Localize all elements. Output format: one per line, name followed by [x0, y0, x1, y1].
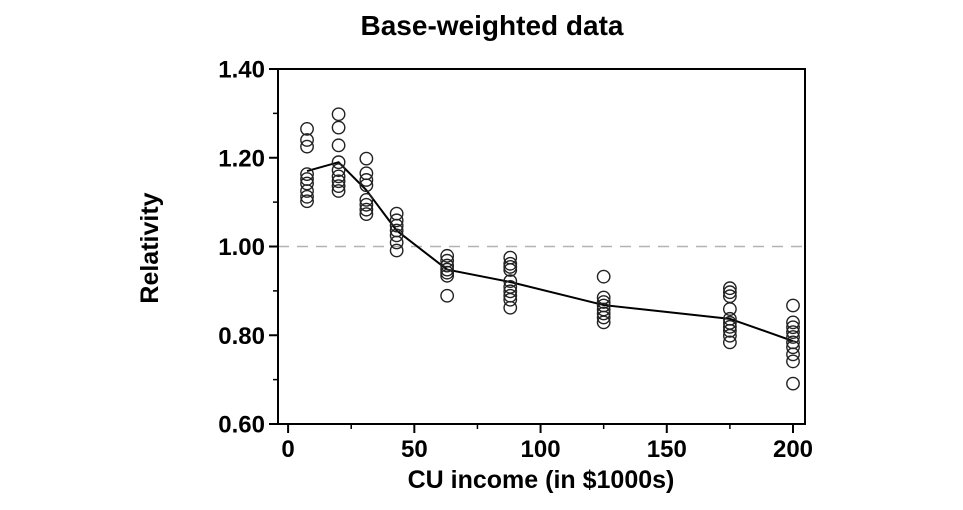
data-point	[503, 292, 518, 307]
data-point	[300, 139, 314, 154]
data-point	[786, 354, 800, 369]
data-point	[722, 302, 737, 316]
data-point	[300, 122, 314, 136]
data-point	[596, 315, 611, 330]
data-point	[389, 228, 404, 243]
trend-line	[306, 161, 794, 342]
data-point	[359, 151, 374, 166]
data-point	[331, 174, 346, 189]
y-tick-label: 0.60	[218, 412, 265, 439]
data-point	[331, 107, 346, 122]
data-point	[300, 189, 314, 204]
data-point	[503, 284, 518, 299]
y-tick-label: 1.20	[218, 145, 265, 172]
data-point	[722, 323, 737, 338]
data-point	[596, 306, 611, 321]
data-point	[440, 258, 455, 273]
data-point	[786, 340, 800, 355]
x-axis-title: CU income (in $1000s)	[407, 466, 675, 494]
data-point	[300, 133, 314, 147]
data-point	[786, 320, 800, 335]
data-point	[389, 243, 404, 258]
data-point	[722, 335, 737, 350]
data-point	[359, 197, 374, 212]
data-point	[359, 193, 374, 207]
data-point	[722, 328, 737, 343]
chart-title: Base-weighted data	[360, 10, 624, 41]
data-point	[722, 319, 737, 334]
data-point	[786, 347, 800, 362]
data-point	[786, 325, 800, 340]
data-point	[596, 310, 611, 325]
data-point	[596, 295, 611, 309]
data-point	[389, 235, 404, 250]
data-point	[440, 248, 455, 263]
data-point	[503, 256, 518, 271]
x-tick-label: 0	[281, 436, 294, 463]
x-tick-label: 200	[773, 436, 813, 463]
plot-frame	[277, 68, 806, 425]
y-tick-label: 1.40	[218, 57, 265, 84]
data-point	[359, 202, 374, 217]
data-point	[786, 330, 800, 344]
data-point	[722, 281, 737, 296]
data-point	[503, 274, 518, 289]
data-point	[300, 184, 314, 198]
x-tick-label: 150	[647, 436, 687, 463]
data-point	[503, 260, 518, 274]
data-point	[786, 298, 800, 313]
data-point	[331, 138, 346, 153]
data-point	[440, 262, 455, 277]
data-point	[503, 263, 518, 277]
data-point	[331, 155, 346, 170]
data-point	[331, 179, 346, 194]
data-point	[359, 207, 374, 222]
data-point	[786, 376, 800, 391]
data-point	[786, 315, 800, 330]
data-point	[440, 268, 455, 283]
data-point	[359, 173, 374, 187]
data-point	[331, 163, 346, 178]
x-tick-label: 50	[401, 436, 428, 463]
y-tick-label: 1.00	[218, 234, 265, 261]
x-tick-label: 100	[521, 436, 561, 463]
data-point	[440, 288, 455, 303]
data-point	[300, 194, 314, 209]
data-point	[389, 218, 404, 233]
data-point	[722, 285, 737, 300]
data-point	[300, 167, 314, 182]
data-point	[440, 265, 455, 280]
data-point	[331, 169, 346, 184]
data-point	[596, 269, 611, 284]
data-point	[503, 300, 518, 315]
data-point	[359, 178, 374, 193]
data-point	[300, 176, 314, 191]
data-point	[389, 213, 404, 228]
data-point	[331, 184, 346, 198]
y-tick-label: 0.80	[218, 323, 265, 350]
data-point	[331, 120, 346, 135]
